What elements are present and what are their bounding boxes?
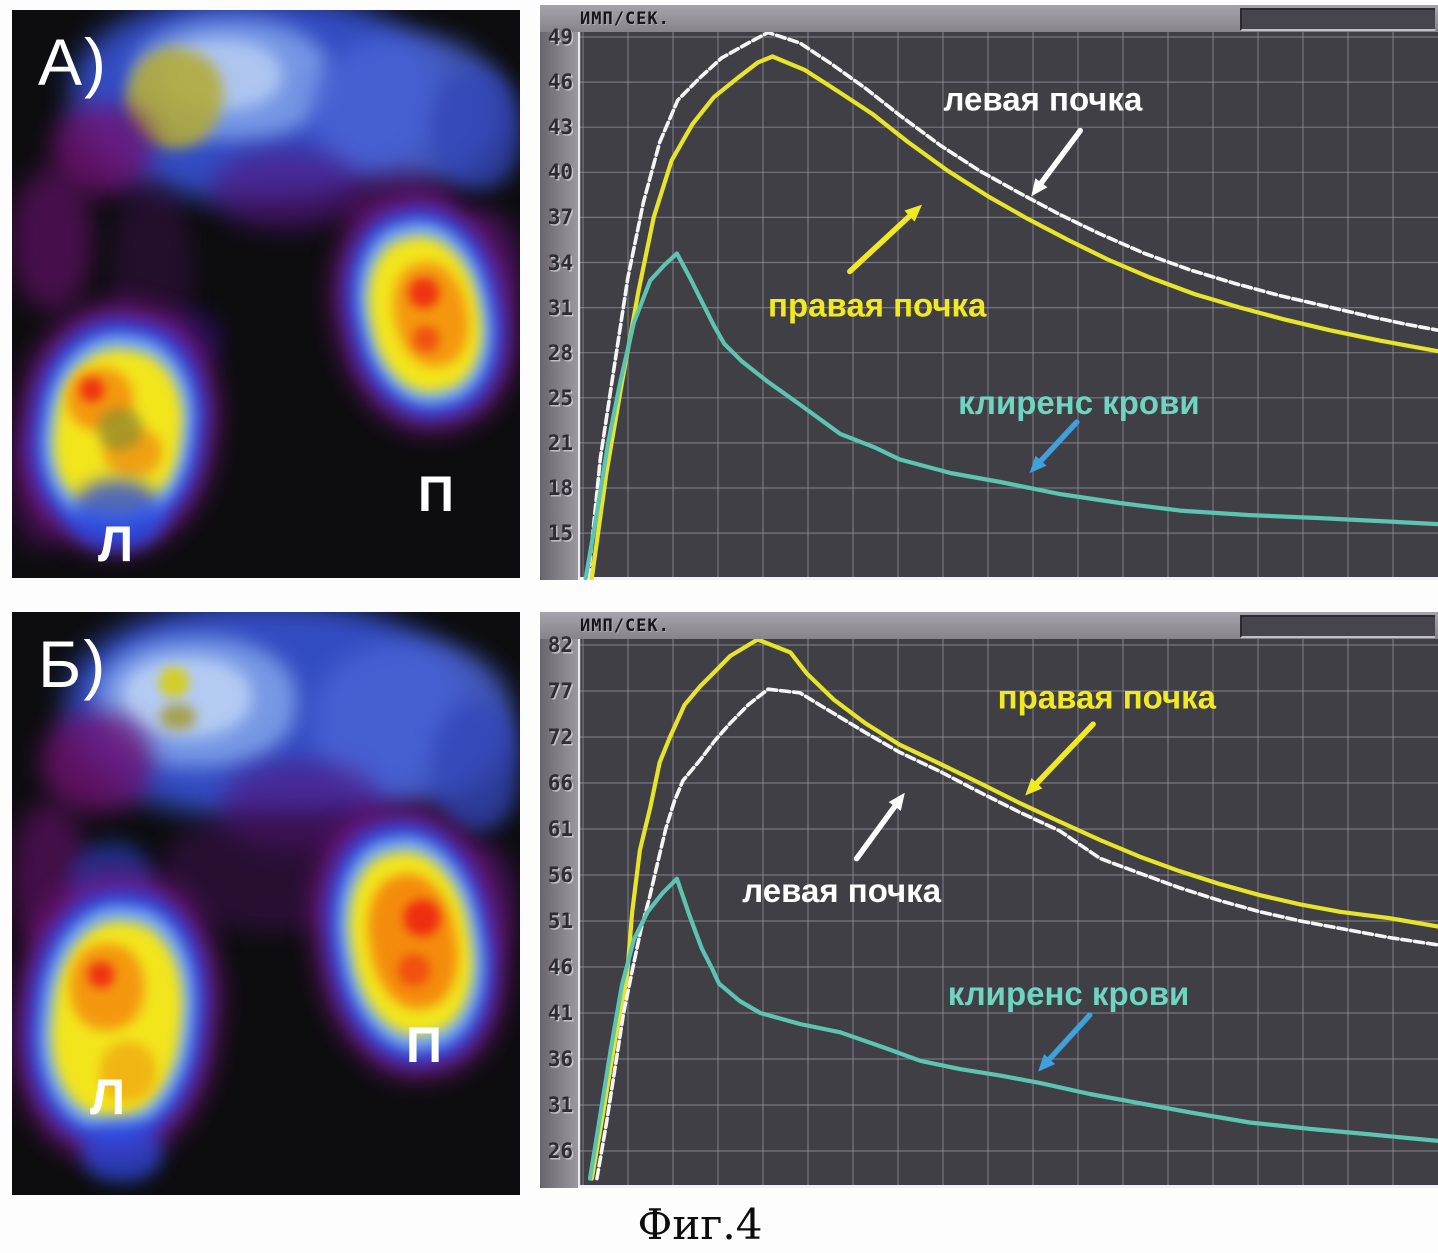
annotation-arrow	[1034, 721, 1096, 786]
scinti-blob	[432, 702, 520, 832]
annotation-label: левая почка	[944, 80, 1143, 117]
scinti-blob	[409, 278, 439, 308]
y-tick-label: 25	[547, 385, 573, 410]
scinti-blob	[80, 378, 104, 402]
curve-right-kidney	[589, 639, 1438, 1181]
scinti-blob	[82, 1122, 162, 1182]
y-tick-label: 43	[547, 115, 573, 140]
chart-a-canvas: левая почка правая почка клиренс крови	[578, 32, 1438, 580]
scinti-blob	[160, 704, 196, 730]
y-tick-label: 40	[547, 160, 573, 185]
scinti-blob	[42, 712, 152, 812]
chart-b-y-axis: 82 77 72 66 61 56 51 46 41 36 31 26	[540, 633, 578, 1188]
y-tick-label: 15	[547, 521, 573, 546]
y-tick-label: 37	[547, 205, 573, 230]
scinti-blob	[404, 900, 440, 936]
scinti-blob	[398, 954, 430, 986]
right-kidney-marker: П	[406, 1017, 442, 1073]
y-tick-label: 41	[547, 1001, 573, 1025]
chart-b-topbar-inset	[1240, 615, 1435, 638]
scinti-blob	[12, 170, 92, 310]
scinti-blob	[70, 944, 144, 1030]
y-tick-label: 46	[547, 70, 573, 95]
chart-b-plot-area: правая почка левая почка клиренс крови	[578, 639, 1438, 1188]
scinti-blob	[212, 150, 362, 230]
curve-blood-clearance	[583, 251, 1438, 580]
curve-blood-clearance	[587, 876, 1438, 1181]
annotation-arrowhead	[1038, 1053, 1056, 1072]
y-tick-label: 21	[547, 430, 573, 455]
annotation-arrowhead	[1025, 777, 1043, 796]
curve-left-kidney	[586, 32, 1438, 580]
annotation-arrowhead	[1031, 178, 1048, 197]
panel-a-label: А)	[38, 25, 108, 99]
figure-caption: Фиг.4	[637, 1200, 763, 1249]
chart-b-title: ИМП/СЕК.	[580, 616, 670, 636]
curve-right-kidney	[589, 54, 1438, 580]
annotation-arrow	[847, 213, 913, 275]
left-kidney-marker: Л	[98, 516, 134, 572]
annotation-arrow	[853, 803, 898, 862]
y-tick-label: 49	[547, 25, 573, 49]
annotation-label: левая почка	[742, 872, 941, 909]
scinti-blob	[413, 326, 439, 352]
panel-b-label: Б)	[38, 627, 108, 701]
annotation-label: правая почка	[768, 286, 987, 323]
y-tick-label: 77	[547, 679, 573, 703]
left-kidney-marker: Л	[90, 1069, 126, 1125]
annotation-arrow	[1046, 1012, 1093, 1062]
chart-b-topbar: ИМП/СЕК.	[540, 612, 1438, 640]
scinti-blob	[100, 1042, 156, 1102]
y-tick-label: 61	[547, 817, 573, 841]
y-tick-label: 51	[547, 909, 573, 933]
scinti-blob	[159, 667, 189, 697]
y-tick-label: 72	[547, 725, 573, 749]
y-tick-label: 36	[547, 1047, 573, 1071]
y-tick-label: 18	[547, 476, 573, 500]
right-kidney-marker: П	[418, 466, 454, 522]
y-tick-label: 31	[547, 1093, 573, 1117]
annotation-label: клиренс крови	[948, 975, 1190, 1012]
annotation-arrowhead	[888, 792, 905, 811]
annotation-arrowhead	[1029, 455, 1047, 474]
scintigram-panel-b: Б) Л П	[12, 612, 520, 1195]
renogram-chart-b: ИМП/СЕК. 82 77 72 66 61 56 51 46 41 36 31 26 правая…	[540, 612, 1438, 1188]
y-tick-label: 56	[547, 863, 573, 887]
chart-a-title: ИМП/СЕК.	[580, 9, 670, 29]
scinti-blob	[88, 962, 114, 988]
scintigram-panel-a: А) Л П	[12, 10, 520, 578]
y-tick-label: 82	[547, 633, 573, 657]
y-tick-label: 46	[547, 955, 573, 979]
annotation-arrowhead	[904, 204, 922, 222]
chart-b-canvas: правая почка левая почка клиренс крови	[578, 639, 1438, 1188]
chart-a-topbar-inset	[1240, 8, 1435, 31]
scinti-blob	[98, 408, 142, 450]
y-tick-label: 26	[547, 1139, 573, 1163]
y-tick-label: 28	[547, 340, 573, 365]
chart-a-topbar: ИМП/СЕК.	[540, 5, 1438, 33]
y-tick-label: 31	[547, 295, 573, 320]
annotation-arrow	[1038, 419, 1080, 464]
annotation-label: клиренс крови	[958, 384, 1200, 421]
scinti-blob	[432, 70, 520, 190]
annotation-label: правая почка	[998, 679, 1217, 716]
renogram-chart-a: ИМП/СЕК. 49 46 43 40 37 34 31 28 25 21 18 15 левая …	[540, 5, 1438, 580]
chart-a-plot-area: левая почка правая почка клиренс крови	[578, 32, 1438, 580]
y-tick-label: 34	[547, 250, 573, 275]
chart-a-y-axis: 49 46 43 40 37 34 31 28 25 21 18 15	[540, 25, 578, 580]
annotation-arrow	[1038, 127, 1083, 186]
y-tick-label: 66	[547, 771, 573, 795]
scinti-blob	[72, 480, 162, 550]
